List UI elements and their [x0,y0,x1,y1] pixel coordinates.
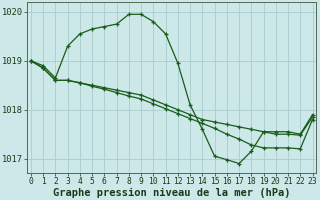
X-axis label: Graphe pression niveau de la mer (hPa): Graphe pression niveau de la mer (hPa) [53,188,291,198]
